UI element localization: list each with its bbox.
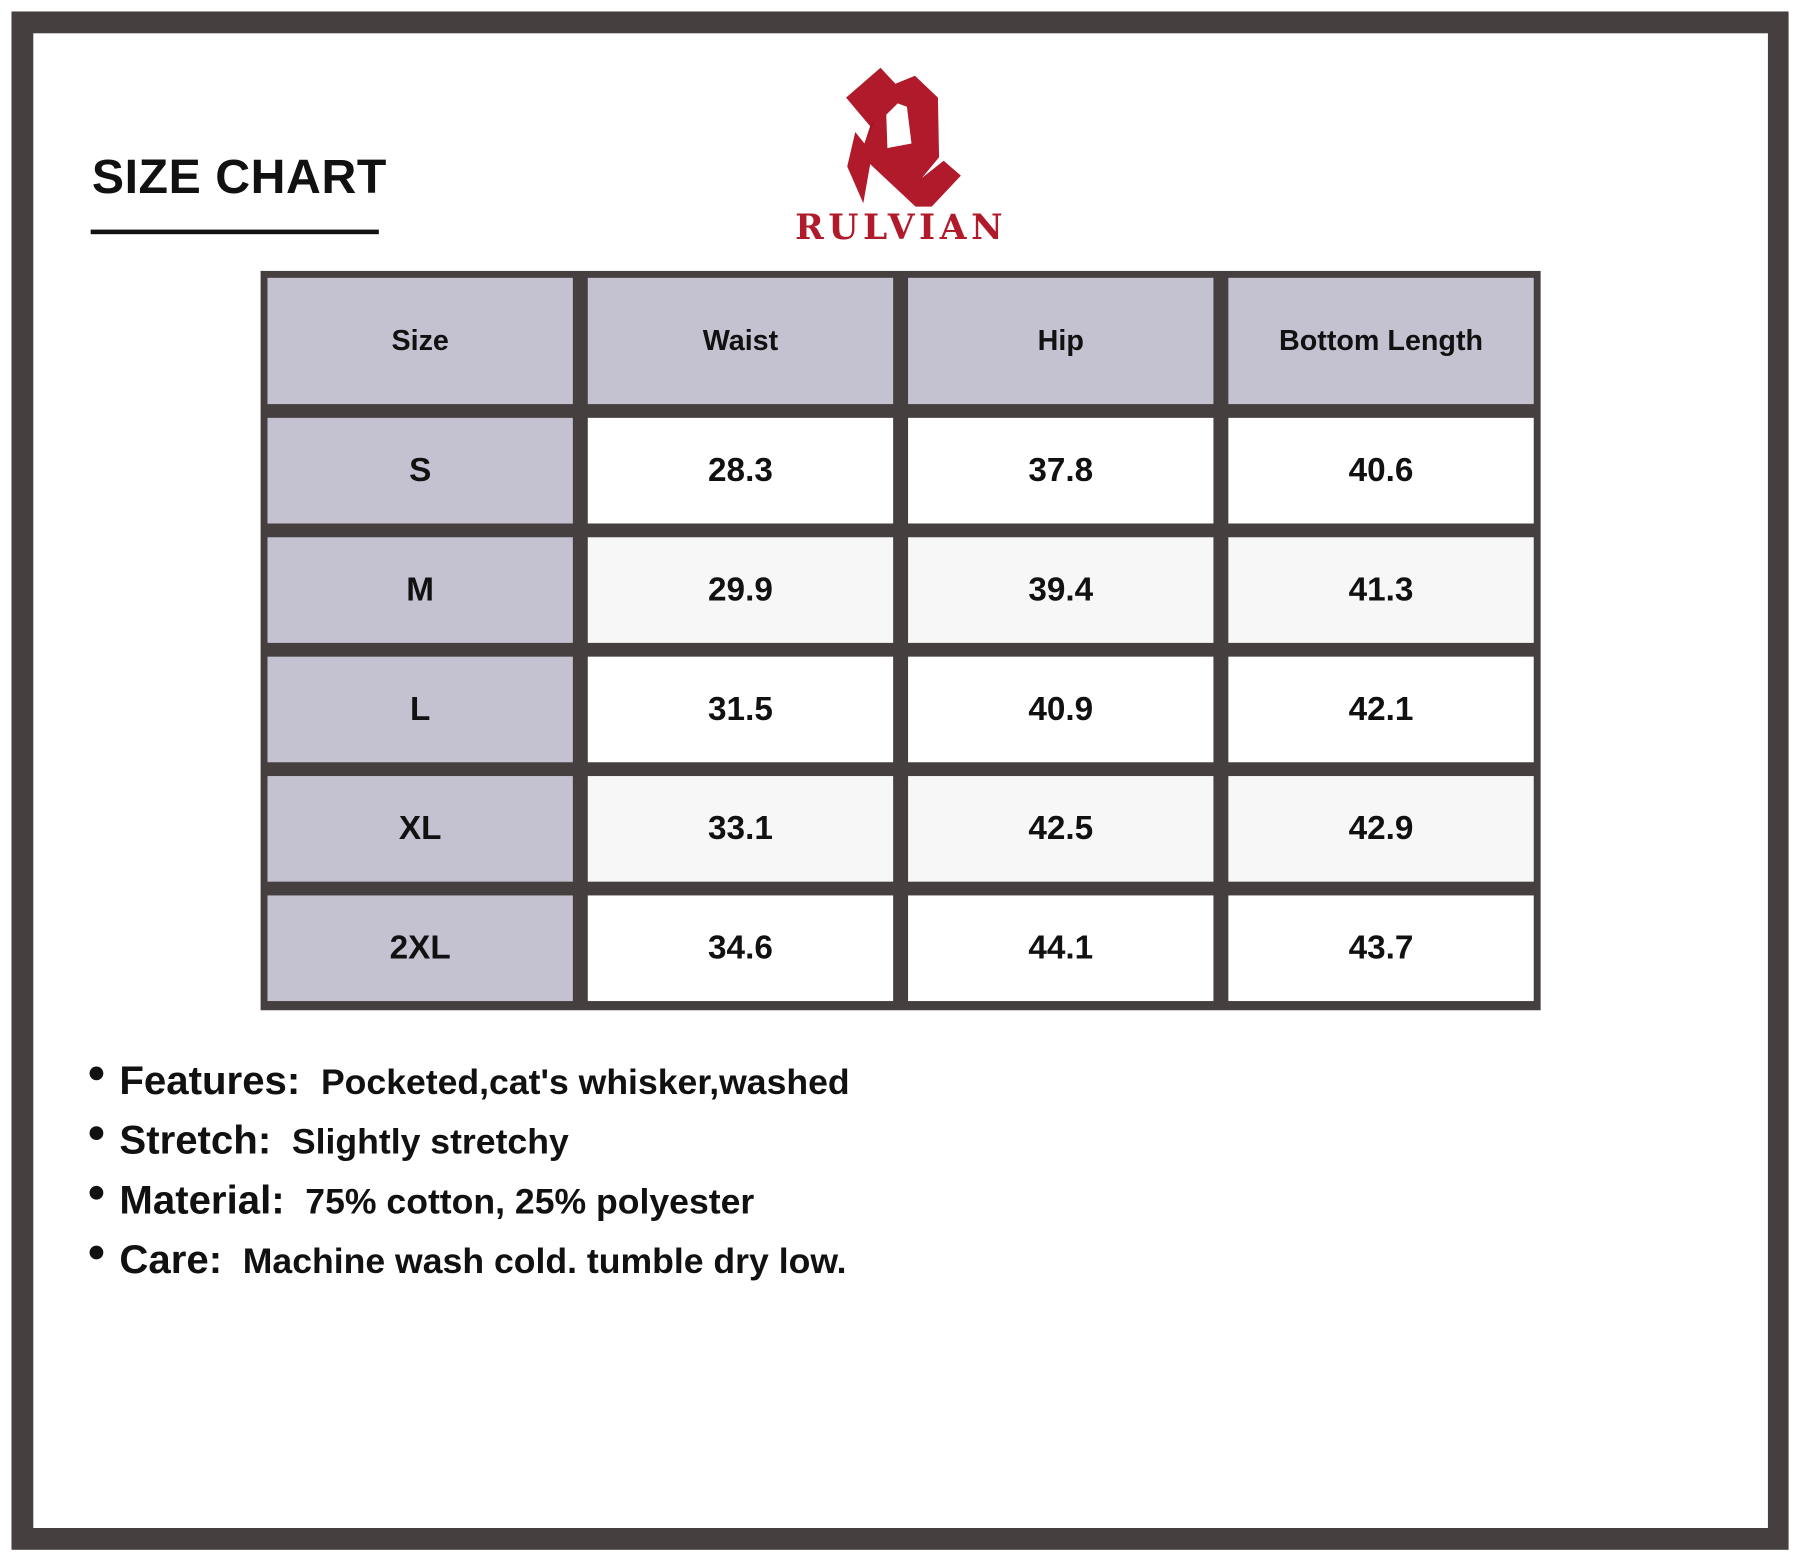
measurement-cell: 42.9 <box>1228 776 1534 882</box>
bullet-icon <box>89 1066 104 1081</box>
size-label-cell: L <box>267 656 573 763</box>
stylized-r-logo-icon <box>846 67 961 215</box>
size-label-cell: XL <box>267 776 573 882</box>
measurement-cell: 40.6 <box>1228 417 1534 524</box>
measurement-cell: 34.6 <box>587 895 894 1002</box>
measurement-cell: 37.8 <box>908 417 1214 524</box>
detail-item: Stretch: Slightly stretchy <box>89 1118 850 1178</box>
measurement-cell: 31.5 <box>587 656 894 763</box>
product-details-list: Features: Pocketed,cat's whisker,washed St… <box>89 1058 850 1298</box>
detail-value: 75% cotton, 25% polyester <box>305 1181 755 1222</box>
size-label-cell: S <box>267 417 573 524</box>
column-header: Hip <box>908 277 1214 405</box>
measurement-cell: 42.5 <box>908 776 1214 882</box>
measurement-cell: 29.9 <box>587 537 894 643</box>
bullet-icon <box>89 1245 104 1260</box>
measurement-cell: 39.4 <box>908 537 1214 643</box>
measurement-cell: 41.3 <box>1228 537 1534 643</box>
detail-value: Pocketed,cat's whisker,washed <box>320 1061 850 1103</box>
detail-item: Features: Pocketed,cat's whisker,washed <box>89 1058 850 1118</box>
measurement-cell: 28.3 <box>587 417 894 524</box>
column-header: Size <box>267 277 573 405</box>
page-title: SIZE CHART <box>91 149 387 204</box>
bullet-icon <box>89 1185 104 1200</box>
measurement-cell: 42.1 <box>1228 656 1534 763</box>
measurement-cell: 33.1 <box>587 776 894 882</box>
measurement-cell: 40.9 <box>908 656 1214 763</box>
bullet-icon <box>89 1126 104 1140</box>
detail-item: Care: Machine wash cold. tumble dry low. <box>89 1237 850 1298</box>
detail-value: Machine wash cold. tumble dry low. <box>242 1240 847 1282</box>
column-header: Bottom Length <box>1228 277 1534 405</box>
title-underline <box>90 229 379 235</box>
size-label-cell: 2XL <box>267 895 573 1002</box>
detail-item: Material: 75% cotton, 25% polyester <box>89 1177 850 1238</box>
measurement-cell: 43.7 <box>1228 895 1534 1002</box>
brand-logo: RULVIAN <box>769 63 1033 252</box>
detail-label: Features: <box>119 1058 301 1104</box>
detail-label: Stretch: <box>119 1118 272 1163</box>
detail-value: Slightly stretchy <box>291 1121 569 1162</box>
detail-label: Material: <box>119 1177 285 1223</box>
measurement-cell: 44.1 <box>908 895 1214 1002</box>
column-header: Waist <box>587 277 894 405</box>
brand-name: RULVIAN <box>795 207 1008 248</box>
size-table: Size Waist Hip Bottom Length S 28.3 37.8 40.6 M 2… <box>260 270 1541 1011</box>
detail-label: Care: <box>119 1237 223 1283</box>
size-label-cell: M <box>267 537 573 643</box>
